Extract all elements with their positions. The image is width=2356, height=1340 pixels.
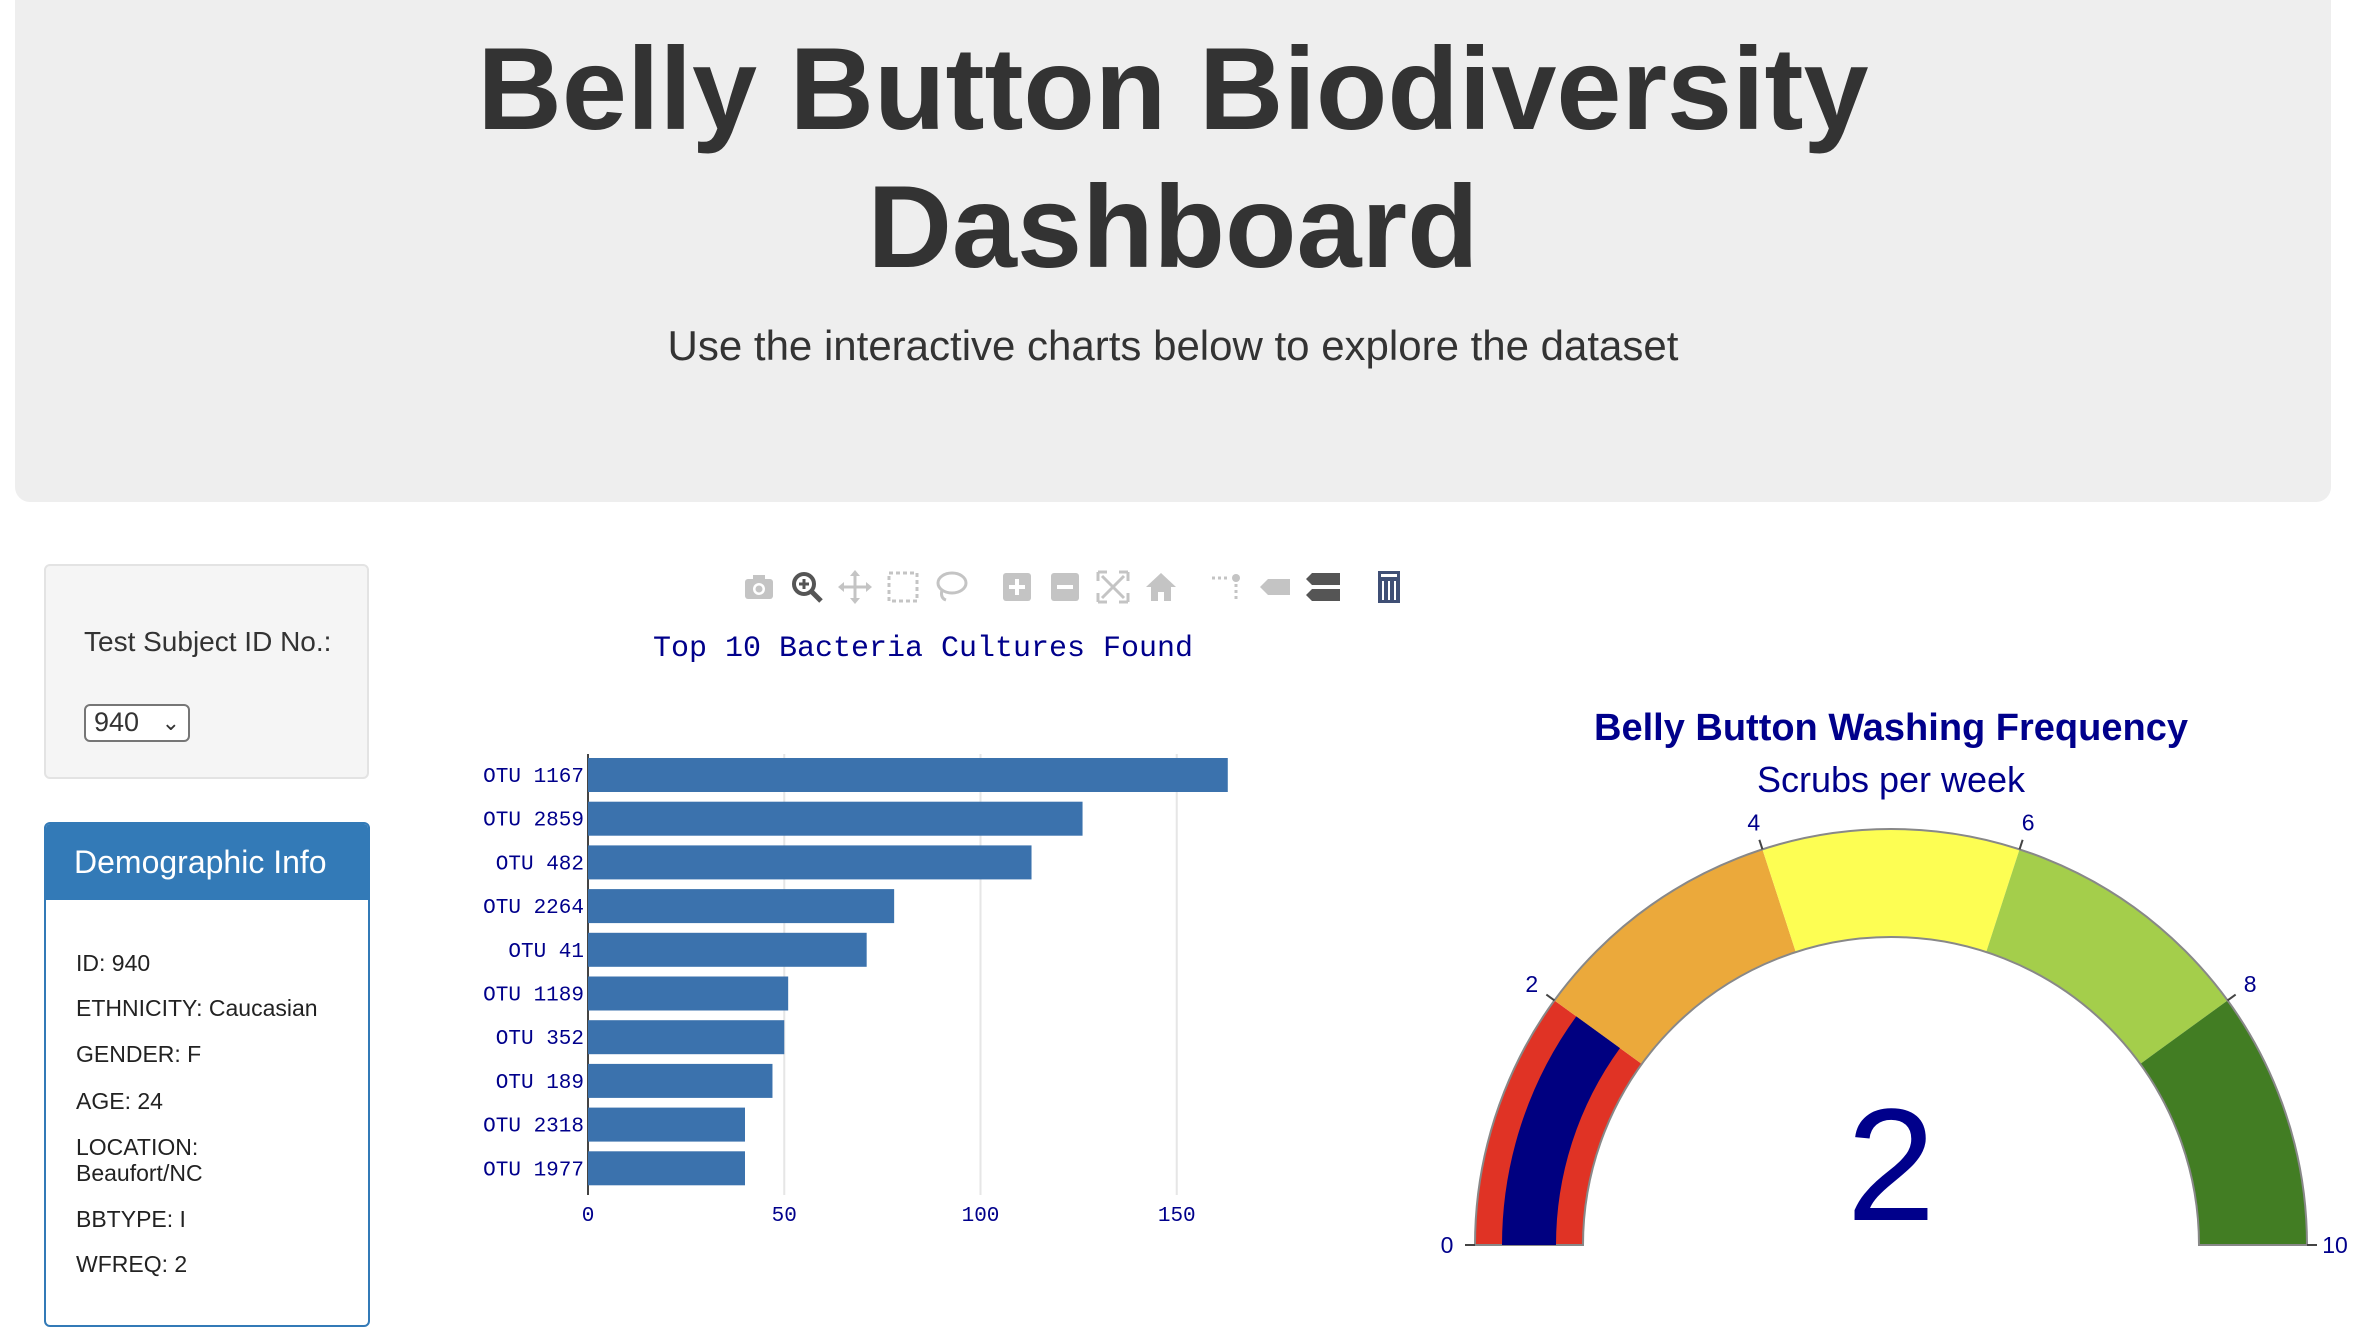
subject-selector-panel: Test Subject ID No.: 940 ⌄ [44, 564, 369, 779]
x-tick-label: 0 [582, 1205, 595, 1228]
meta-gender: GENDER: F [76, 1041, 202, 1067]
gauge-subtitle: Scrubs per week [1757, 759, 2026, 800]
gauge-tick-label: 10 [2322, 1232, 2348, 1258]
pan-icon[interactable] [836, 568, 874, 606]
gauge-value-number: 2 [1847, 1075, 1936, 1254]
bar-chart: Top 10 Bacteria Cultures Found 0 50 100 150 O… [483, 632, 1228, 1228]
bar [588, 889, 895, 924]
gauge-tick-label: 2 [1525, 971, 1538, 997]
gauge-tick [2226, 993, 2237, 1002]
gauge-tick-label: 4 [1747, 810, 1760, 836]
bar [588, 1020, 785, 1055]
y-tick-label: OTU 2859 [483, 810, 584, 833]
bar [588, 801, 1083, 836]
y-tick-label: OTU 2318 [483, 1116, 584, 1139]
gauge-tick [2018, 839, 2024, 850]
bar-chart-title: Top 10 Bacteria Cultures Found [653, 632, 1193, 666]
y-tick-label: OTU 1167 [483, 766, 584, 789]
page-title-line2: Dashboard [867, 161, 1479, 292]
plotly-logo-icon[interactable] [1370, 568, 1408, 606]
bar [588, 758, 1228, 792]
gauge-tick-label: 8 [2244, 971, 2257, 997]
y-tick-label: OTU 482 [496, 853, 584, 876]
gauge-step [1554, 849, 1796, 1064]
autoscale-icon[interactable] [1094, 568, 1132, 606]
y-tick-label: OTU 2264 [483, 897, 584, 920]
camera-icon[interactable] [740, 568, 778, 606]
gauge-tick [1758, 839, 1764, 850]
y-tick-label: OTU 1189 [483, 985, 584, 1008]
bar [588, 1107, 745, 1142]
bar [588, 1063, 773, 1098]
box-select-icon[interactable] [884, 568, 922, 606]
y-tick-label: OTU 352 [496, 1028, 584, 1051]
gauge-step [2140, 1000, 2307, 1245]
subject-selector-label: Test Subject ID No.: [84, 626, 332, 657]
gauge-tick-label: 0 [1441, 1232, 1454, 1258]
x-tick-label: 150 [1158, 1205, 1196, 1228]
bar [588, 1151, 745, 1186]
demographic-info-heading: Demographic Info [46, 824, 368, 900]
hover-compare-icon[interactable] [1304, 568, 1342, 606]
zoom-in-icon[interactable] [998, 568, 1036, 606]
lasso-select-icon[interactable] [932, 568, 970, 606]
page-title-line1: Belly Button Biodiversity [477, 23, 1869, 154]
reset-axes-icon[interactable] [1142, 568, 1180, 606]
demographic-info-panel: Demographic Info ID: 940 ETHNICITY: Cauc… [44, 822, 370, 1327]
meta-ethnicity: ETHNICITY: Caucasian [76, 995, 318, 1021]
page-title: Belly Button Biodiversity Dashboard [15, 20, 2331, 296]
y-tick-label: OTU 41 [508, 941, 584, 964]
bar [588, 932, 867, 967]
y-tick-label: OTU 1977 [483, 1159, 584, 1182]
subject-id-select[interactable]: 940 ⌄ [84, 704, 190, 742]
page-subtitle: Use the interactive charts below to expl… [667, 322, 1679, 369]
meta-bbtype: BBTYPE: I [76, 1206, 186, 1232]
zoom-icon[interactable] [788, 568, 826, 606]
gauge-title: Belly Button Washing Frequency [1594, 707, 2188, 749]
bar [588, 976, 789, 1011]
gauge-chart: Belly Button Washing Frequency Scrubs per… [1441, 707, 2348, 1258]
zoom-out-icon[interactable] [1046, 568, 1084, 606]
y-tick-label: OTU 189 [496, 1072, 584, 1095]
plot-modebar [738, 568, 1408, 608]
meta-location: LOCATION: Beaufort/NC [76, 1134, 203, 1186]
subject-id-select-value: 940 [94, 707, 140, 737]
meta-age: AGE: 24 [76, 1088, 163, 1114]
chevron-down-icon: ⌄ [161, 710, 180, 735]
header-jumbotron: Belly Button Biodiversity Dashboard Use … [15, 0, 2331, 502]
gauge-step [1762, 829, 2020, 953]
meta-id: ID: 940 [76, 950, 151, 976]
gauge-tick [1545, 993, 1556, 1002]
gauge-step [1986, 849, 2228, 1064]
hover-closest-icon[interactable] [1256, 568, 1294, 606]
x-tick-label: 50 [772, 1205, 797, 1228]
spike-lines-icon[interactable] [1208, 568, 1246, 606]
gauge-value-bar [1502, 1016, 1620, 1245]
meta-wfreq: WFREQ: 2 [76, 1251, 188, 1277]
gauge-tick-label: 6 [2022, 810, 2035, 836]
gauge-outline [1473, 828, 2309, 1246]
x-tick-label: 100 [962, 1205, 1000, 1228]
bar [588, 845, 1032, 880]
